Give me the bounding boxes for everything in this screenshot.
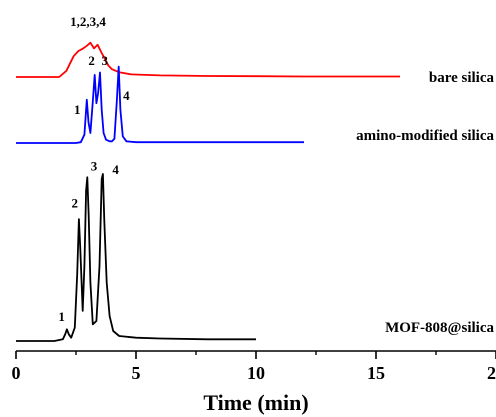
x-tick-label-2: 5 (132, 363, 141, 383)
peak-label-3-1: 1 (58, 309, 65, 324)
x-tick-label-3: 10 (247, 363, 265, 383)
peak-label-3-3: 3 (91, 159, 98, 174)
peak-label-1-1: 1,2,3,4 (70, 14, 106, 29)
x-axis-label: Time (min) (203, 390, 308, 415)
series-line-3 (16, 173, 256, 342)
x-tick-label-4: 15 (367, 363, 385, 383)
peak-label-2-1: 1 (74, 102, 81, 117)
trace-group (16, 41, 400, 342)
x-tick-label-5: 20 (487, 363, 496, 383)
peak-label-3-4: 4 (112, 162, 119, 177)
x-tick-label-1: 0 (12, 363, 21, 383)
series-label-3: MOF-808@silica (385, 320, 494, 336)
x-axis: 0 5 10 15 20 (12, 350, 496, 383)
peak-label-2-2: 2 (88, 53, 95, 68)
series-label-1: bare silica (429, 70, 495, 86)
series-line-2 (16, 65, 304, 144)
x-tick-group: 0 5 10 15 20 (12, 351, 496, 383)
series-label-group: bare silica amino-modified silica MOF-808@… (356, 70, 494, 336)
peak-label-2-3: 3 (102, 53, 109, 68)
series-label-2: amino-modified silica (356, 128, 494, 144)
series-line-1 (16, 41, 400, 78)
peak-label-2-4: 4 (123, 88, 130, 103)
peak-label-3-2: 2 (72, 195, 79, 210)
